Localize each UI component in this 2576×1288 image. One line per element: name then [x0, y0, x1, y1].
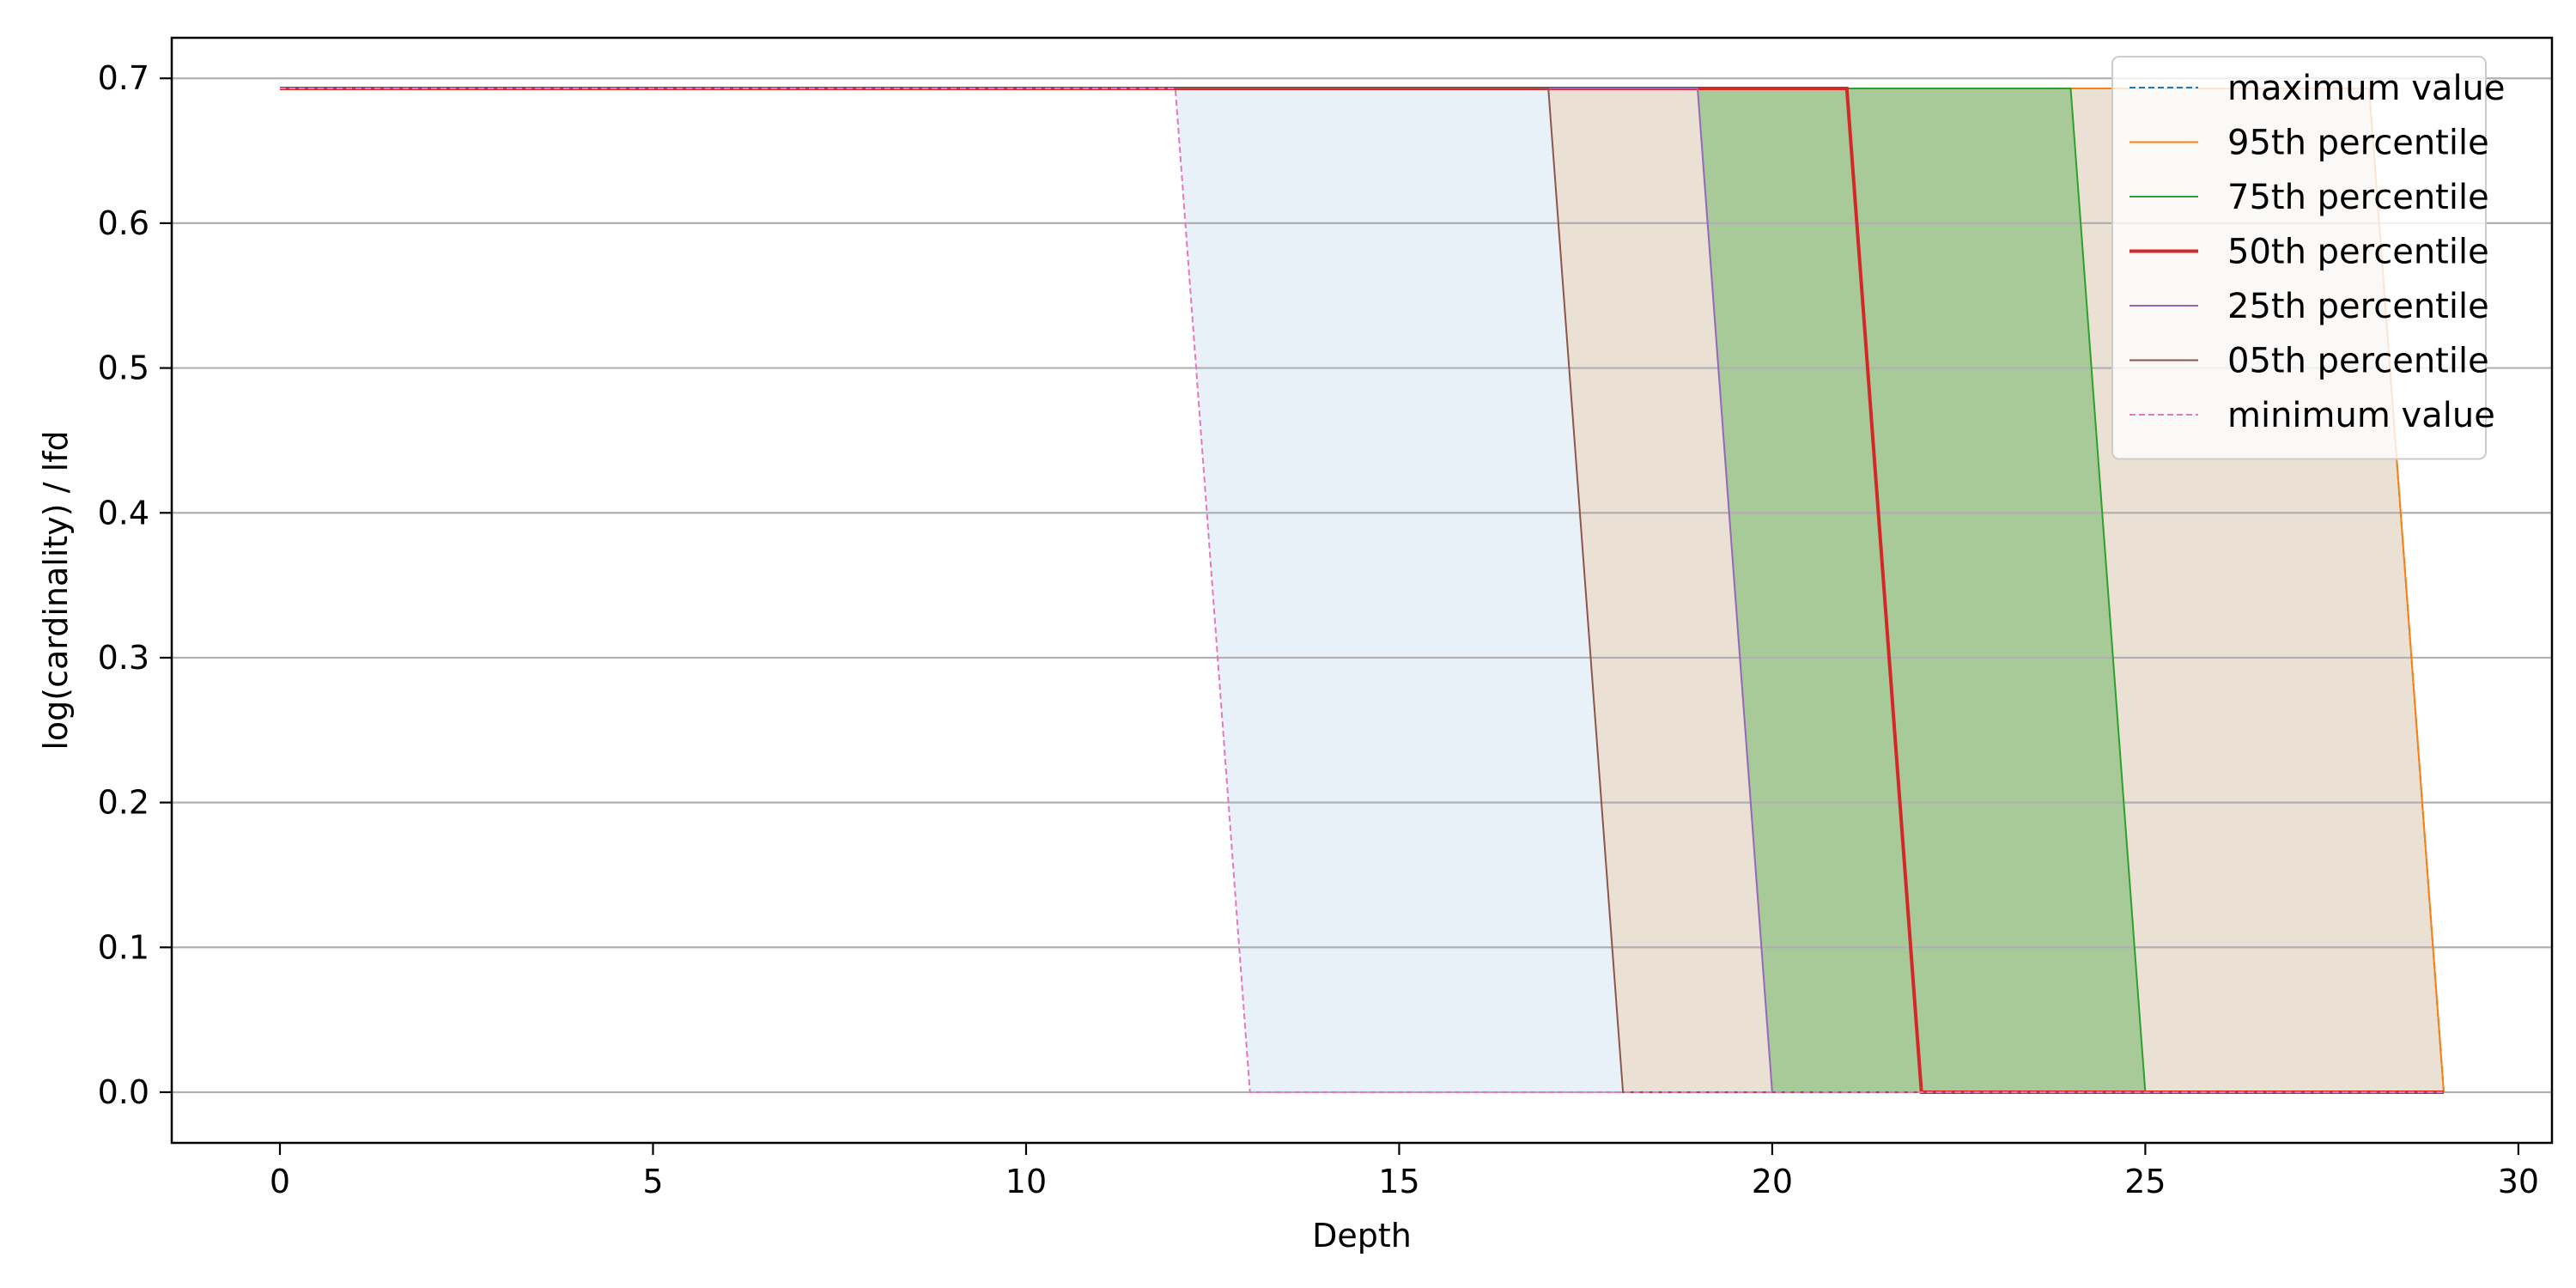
- y-tick-label-4: 0.4: [98, 494, 149, 532]
- x-tick-label-2: 10: [1005, 1163, 1047, 1200]
- legend-label-3: 50th percentile: [2227, 233, 2489, 272]
- axis-ticks: 0 5 10 15 20 25 30 0.0 0.1 0.2 0.3 0.4 0.5 0.6 0.7: [98, 59, 2540, 1200]
- legend-label-1: 95th percentile: [2227, 124, 2489, 163]
- y-tick-label-7: 0.7: [98, 59, 149, 97]
- legend-label-6: minimum value: [2227, 396, 2495, 435]
- x-tick-label-6: 30: [2498, 1163, 2539, 1200]
- legend: maximum value 95th percentile 75th percent…: [2111, 56, 2506, 460]
- plot-frame: [170, 36, 2554, 1145]
- x-tick-label-1: 5: [642, 1163, 663, 1200]
- series-line-minimum-value: [280, 88, 2444, 1093]
- x-tick-label-4: 20: [1752, 1163, 1793, 1200]
- legend-label-5: 05th percentile: [2227, 342, 2489, 381]
- y-tick-label-2: 0.2: [98, 784, 149, 822]
- y-axis-label: log(cardinality) / lfd: [37, 430, 75, 750]
- x-tick-label-5: 25: [2124, 1163, 2166, 1200]
- y-tick-label-5: 0.5: [98, 349, 149, 387]
- y-tick-label-6: 0.6: [98, 204, 149, 242]
- y-tick-label-0: 0.0: [98, 1073, 149, 1111]
- legend-label-2: 75th percentile: [2227, 178, 2489, 217]
- x-tick-label-3: 15: [1378, 1163, 1419, 1200]
- y-tick-label-1: 0.1: [98, 928, 149, 966]
- legend-label-0: maximum value: [2227, 69, 2506, 108]
- x-axis-label: Depth: [1312, 1217, 1412, 1255]
- legend-label-4: 25th percentile: [2227, 287, 2489, 326]
- x-tick-label-0: 0: [270, 1163, 290, 1200]
- legend-box: [2111, 56, 2487, 460]
- y-tick-label-3: 0.3: [98, 639, 149, 677]
